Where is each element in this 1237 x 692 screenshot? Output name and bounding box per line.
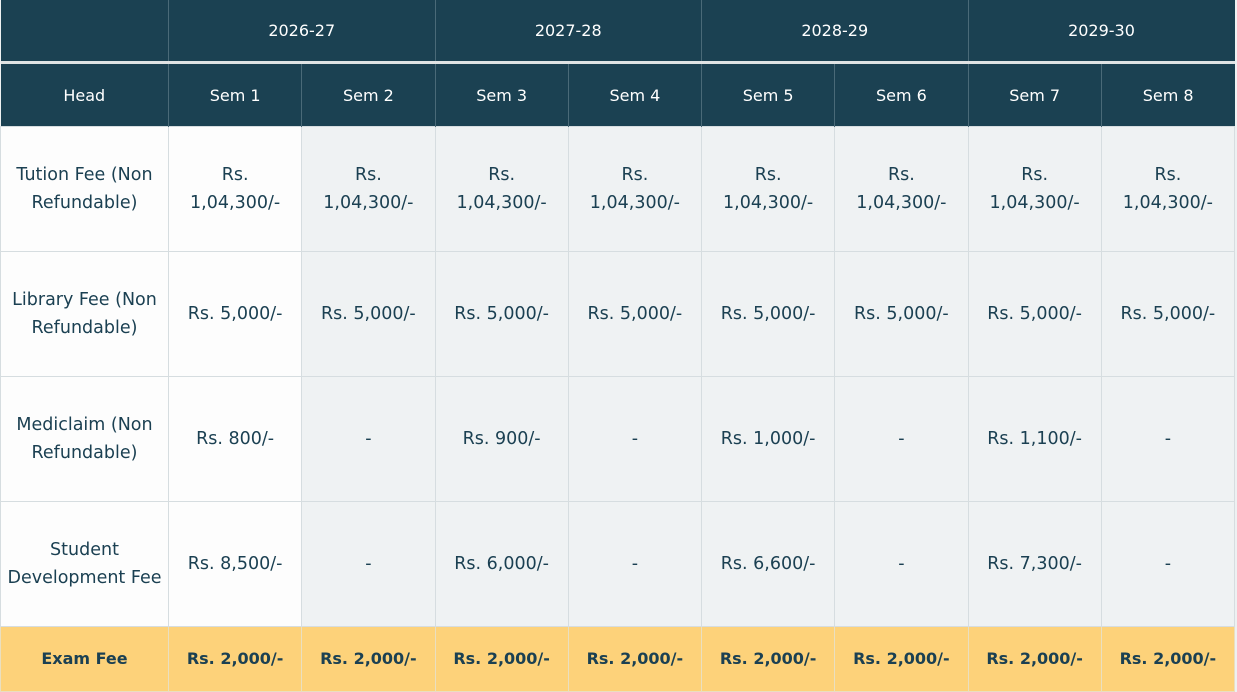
column-header-semester: Sem 3 [434, 62, 569, 127]
row-head: Mediclaim (Non Refundable) [0, 376, 169, 502]
fee-cell: Rs. 1,04,300/- [167, 126, 303, 252]
fee-cell: Rs. 2,000/- [434, 626, 569, 692]
column-header-semester: Sem 1 [167, 62, 302, 127]
fee-cell: Rs. 5,000/- [167, 251, 303, 377]
fee-cell: - [1100, 376, 1236, 502]
table-row: Exam Fee Rs. 2,000/- Rs. 2,000/- Rs. 2,000/… [0, 626, 1236, 692]
fee-cell: Rs. 5,000/- [301, 251, 436, 377]
column-header-semester: Sem 4 [567, 62, 702, 127]
fee-cell: - [301, 376, 436, 502]
fee-cell: Rs. 1,04,300/- [834, 126, 969, 252]
row-head: Tution Fee (Non Refundable) [0, 126, 169, 252]
fee-cell: - [834, 376, 969, 502]
fee-cell: Rs. 7,300/- [967, 501, 1102, 627]
fee-cell: Rs. 800/- [167, 376, 303, 502]
fee-cell: - [567, 376, 703, 502]
fee-cell: Rs. 2,000/- [967, 626, 1102, 692]
table-row: Student Development Fee Rs. 8,500/- - Rs. 6… [0, 501, 1236, 627]
fee-cell: Rs. 5,000/- [1100, 251, 1236, 377]
fee-cell: Rs. 6,600/- [700, 501, 836, 627]
fee-cell: Rs. 900/- [434, 376, 569, 502]
column-header-semester: Sem 2 [301, 62, 435, 127]
fee-cell: Rs. 2,000/- [1100, 626, 1236, 692]
fee-cell: Rs. 5,000/- [567, 251, 703, 377]
fee-cell: Rs. 1,100/- [967, 376, 1102, 502]
fee-cell: Rs. 1,04,300/- [700, 126, 836, 252]
year-header: 2028-29 [701, 0, 968, 64]
fee-cell: Rs. 2,000/- [301, 626, 436, 692]
fee-cell: Rs. 5,000/- [967, 251, 1102, 377]
fee-cell: Rs. 1,04,300/- [567, 126, 703, 252]
row-head: Exam Fee [0, 626, 169, 692]
fee-cell: Rs. 8,500/- [167, 501, 303, 627]
table-row: Mediclaim (Non Refundable) Rs. 800/- - Rs. … [0, 376, 1236, 502]
fee-cell: - [834, 501, 969, 627]
fee-cell: Rs. 2,000/- [700, 626, 836, 692]
fee-cell: Rs. 2,000/- [167, 626, 303, 692]
column-header-semester: Sem 6 [834, 62, 968, 127]
fee-cell: Rs. 6,000/- [434, 501, 569, 627]
year-header: 2029-30 [967, 0, 1235, 64]
fee-cell: Rs. 1,04,300/- [967, 126, 1102, 252]
fee-cell: Rs. 5,000/- [434, 251, 569, 377]
year-header: 2027-28 [434, 0, 702, 64]
fee-cell: - [567, 501, 703, 627]
column-header-head: Head [0, 62, 169, 127]
column-header-semester: Sem 7 [967, 62, 1102, 127]
table-row: Tution Fee (Non Refundable) Rs. 1,04,300/… [0, 126, 1236, 252]
fee-cell: Rs. 5,000/- [700, 251, 836, 377]
table-row: Library Fee (Non Refundable) Rs. 5,000/- R… [0, 251, 1236, 377]
fee-cell: - [301, 501, 436, 627]
column-header-semester: Sem 8 [1100, 62, 1235, 127]
fee-cell: Rs. 1,000/- [700, 376, 836, 502]
fee-cell: Rs. 1,04,300/- [301, 126, 436, 252]
row-head: Library Fee (Non Refundable) [0, 251, 169, 377]
fee-cell: Rs. 1,04,300/- [1100, 126, 1236, 252]
year-header: 2026-27 [168, 0, 435, 64]
year-header-row: 2026-27 2027-28 2028-29 2029-30 [0, 0, 1235, 64]
row-head: Student Development Fee [0, 501, 169, 627]
column-header-semester: Sem 5 [700, 62, 835, 127]
fee-cell: Rs. 2,000/- [834, 626, 969, 692]
fee-cell: - [1100, 501, 1236, 627]
fee-cell: Rs. 2,000/- [567, 626, 703, 692]
fee-cell: Rs. 1,04,300/- [434, 126, 569, 252]
year-header-blank [0, 0, 169, 64]
fee-cell: Rs. 5,000/- [834, 251, 969, 377]
